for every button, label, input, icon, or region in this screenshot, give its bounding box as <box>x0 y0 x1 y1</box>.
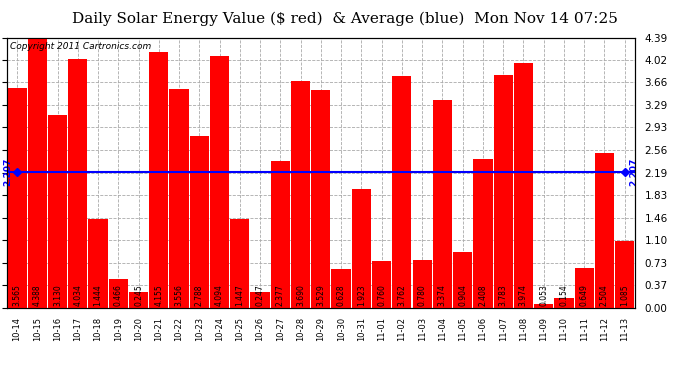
Bar <box>352 189 371 308</box>
Text: 2.408: 2.408 <box>478 285 487 306</box>
Text: 2.788: 2.788 <box>195 285 204 306</box>
Bar <box>534 304 553 307</box>
Text: 4.388: 4.388 <box>33 285 42 306</box>
Text: 0.760: 0.760 <box>377 284 386 306</box>
Bar <box>595 153 614 308</box>
Bar <box>270 161 290 308</box>
Bar <box>149 52 168 308</box>
Bar <box>8 88 27 308</box>
Bar <box>170 89 188 308</box>
Text: 0.245: 0.245 <box>134 285 143 306</box>
Text: Daily Solar Energy Value ($ red)  & Average (blue)  Mon Nov 14 07:25: Daily Solar Energy Value ($ red) & Avera… <box>72 11 618 26</box>
Text: 2.377: 2.377 <box>276 285 285 306</box>
Bar <box>392 76 411 308</box>
Text: 0.154: 0.154 <box>560 285 569 306</box>
Text: 1.923: 1.923 <box>357 285 366 306</box>
Bar <box>413 260 432 308</box>
Text: 0.649: 0.649 <box>580 284 589 306</box>
Text: 3.529: 3.529 <box>316 285 326 306</box>
Text: 3.762: 3.762 <box>397 285 406 306</box>
Bar <box>311 90 331 308</box>
Text: 4.155: 4.155 <box>155 285 164 306</box>
Text: 3.974: 3.974 <box>519 284 528 306</box>
Bar <box>575 268 594 308</box>
Bar <box>615 241 634 308</box>
Text: 2.504: 2.504 <box>600 285 609 306</box>
Bar <box>129 292 148 308</box>
Text: 2.207: 2.207 <box>629 158 638 186</box>
Text: 0.628: 0.628 <box>337 285 346 306</box>
Text: 3.783: 3.783 <box>499 285 508 306</box>
Text: 0.247: 0.247 <box>255 285 264 306</box>
Text: 3.556: 3.556 <box>175 284 184 306</box>
Text: 1.085: 1.085 <box>620 285 629 306</box>
Bar <box>109 279 128 308</box>
Bar <box>48 115 67 308</box>
Text: 2.207: 2.207 <box>3 158 12 186</box>
Text: 4.094: 4.094 <box>215 284 224 306</box>
Text: 0.053: 0.053 <box>539 284 548 306</box>
Bar <box>88 219 108 308</box>
Bar <box>190 136 209 308</box>
Text: 3.374: 3.374 <box>438 284 447 306</box>
Bar <box>230 219 250 308</box>
Bar <box>453 252 472 308</box>
Text: 1.447: 1.447 <box>235 285 244 306</box>
Bar <box>554 298 573 307</box>
Text: 0.466: 0.466 <box>114 284 123 306</box>
Bar <box>250 292 270 308</box>
Bar <box>68 59 88 308</box>
Text: 3.130: 3.130 <box>53 285 62 306</box>
Bar <box>514 63 533 308</box>
Text: 3.690: 3.690 <box>296 284 305 306</box>
Bar <box>473 159 493 308</box>
Bar <box>210 56 229 308</box>
Bar <box>372 261 391 308</box>
Bar <box>493 75 513 307</box>
Bar <box>28 38 47 308</box>
Text: 0.904: 0.904 <box>458 284 467 306</box>
Bar <box>291 81 310 308</box>
Text: 4.034: 4.034 <box>73 284 82 306</box>
Text: 3.565: 3.565 <box>12 284 21 306</box>
Text: 0.780: 0.780 <box>417 285 426 306</box>
Bar <box>433 100 452 308</box>
Text: 1.444: 1.444 <box>94 285 103 306</box>
Bar <box>331 269 351 308</box>
Text: Copyright 2011 Cartronics.com: Copyright 2011 Cartronics.com <box>10 42 151 51</box>
